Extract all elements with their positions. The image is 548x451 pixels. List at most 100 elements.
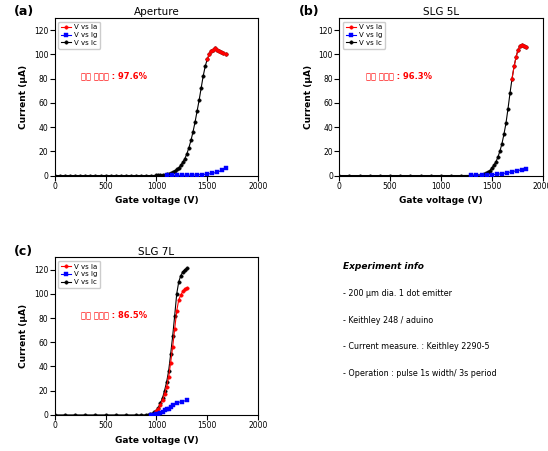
V vs Ia xyxy=(163,384,170,390)
V vs Ig xyxy=(151,412,158,417)
V vs Ig xyxy=(504,170,510,175)
Text: 평균 투과율 : 97.6%: 평균 투과율 : 97.6% xyxy=(81,71,147,80)
V vs Ic xyxy=(387,173,393,178)
Text: - Current measure. : Keithley 2290-5: - Current measure. : Keithley 2290-5 xyxy=(344,342,490,351)
V vs Ic xyxy=(157,400,164,405)
V vs Ic xyxy=(515,47,522,52)
Text: 평균 투과율 : 96.3%: 평균 투과율 : 96.3% xyxy=(366,71,432,80)
V vs Ic xyxy=(169,333,176,339)
V vs Ia xyxy=(155,406,162,411)
V vs Ia xyxy=(216,48,222,54)
V vs Ia xyxy=(161,391,168,397)
V vs Ia xyxy=(515,47,522,52)
V vs Ic xyxy=(448,173,454,178)
V vs Ia xyxy=(519,42,526,47)
V vs Ic xyxy=(102,173,109,178)
V vs Ig xyxy=(179,399,185,404)
V vs Ic xyxy=(52,173,58,178)
V vs Ig xyxy=(161,408,168,413)
V vs Ic xyxy=(159,395,166,400)
V vs Ic xyxy=(482,170,489,176)
V vs Ia xyxy=(523,44,529,50)
V vs Ic xyxy=(133,412,139,418)
Y-axis label: Current (μA): Current (μA) xyxy=(20,304,28,368)
V vs Ic xyxy=(151,410,158,415)
V vs Ia xyxy=(220,51,227,56)
Line: V vs Ig: V vs Ig xyxy=(470,167,528,177)
V vs Ic xyxy=(112,412,119,418)
V vs Ic xyxy=(458,173,465,178)
Legend: V vs Ia, V vs Ig, V vs Ic: V vs Ia, V vs Ig, V vs Ic xyxy=(343,22,385,49)
Title: SLG 7L: SLG 7L xyxy=(138,247,174,257)
Text: 평균 투과율 : 86.5%: 평균 투과율 : 86.5% xyxy=(81,310,147,319)
V vs Ig xyxy=(153,412,159,417)
V vs Ic xyxy=(511,64,517,69)
V vs Ic xyxy=(184,266,190,271)
V vs Ic xyxy=(178,273,184,278)
V vs Ic xyxy=(418,173,424,178)
V vs Ia xyxy=(206,52,213,57)
V vs Ig xyxy=(168,173,175,178)
V vs Ig xyxy=(199,172,206,177)
V vs Ic xyxy=(173,291,180,296)
V vs Ic xyxy=(505,106,511,111)
Line: V vs Ig: V vs Ig xyxy=(150,399,189,417)
V vs Ic xyxy=(427,173,434,178)
Legend: V vs Ia, V vs Ig, V vs Ic: V vs Ia, V vs Ig, V vs Ic xyxy=(58,22,100,49)
V vs Ic xyxy=(513,54,520,60)
V vs Ic xyxy=(478,172,485,177)
V vs Ig xyxy=(222,166,229,171)
V vs Ia xyxy=(509,76,515,81)
V vs Ia xyxy=(167,360,174,365)
Text: (b): (b) xyxy=(299,5,319,18)
V vs Ic xyxy=(180,269,186,275)
V vs Ic xyxy=(517,43,523,49)
V vs Ic xyxy=(149,411,156,416)
V vs Ic xyxy=(501,132,507,137)
V vs Ic xyxy=(92,412,99,418)
V vs Ia xyxy=(208,48,215,54)
V vs Ia xyxy=(157,402,164,407)
V vs Ic xyxy=(503,121,509,126)
V vs Ic xyxy=(397,173,403,178)
V vs Ia xyxy=(517,43,523,49)
V vs Ia xyxy=(184,285,190,290)
V vs Ic xyxy=(507,91,513,96)
V vs Ia xyxy=(153,409,159,414)
Y-axis label: Current (μA): Current (μA) xyxy=(20,65,28,129)
V vs Ig xyxy=(163,407,170,412)
V vs Ic xyxy=(521,43,528,49)
V vs Ic xyxy=(336,173,342,178)
Text: - 200 μm dia. 1 dot emitter: - 200 μm dia. 1 dot emitter xyxy=(344,289,452,298)
V vs Ig xyxy=(478,173,485,178)
V vs Ig xyxy=(159,409,166,414)
V vs Ic xyxy=(468,173,475,178)
V vs Ig xyxy=(165,406,172,412)
V vs Ia xyxy=(521,43,528,49)
V vs Ic xyxy=(153,173,159,178)
V vs Ia xyxy=(214,47,221,52)
Y-axis label: Current (μA): Current (μA) xyxy=(304,65,313,129)
Line: V vs Ic: V vs Ic xyxy=(53,46,227,177)
V vs Ig xyxy=(209,170,215,176)
V vs Ic xyxy=(123,412,129,418)
V vs Ia xyxy=(173,308,180,313)
V vs Ig xyxy=(523,166,529,171)
V vs Ig xyxy=(468,173,475,178)
V vs Ic xyxy=(153,408,159,414)
V vs Ig xyxy=(155,411,162,416)
V vs Ig xyxy=(494,172,500,177)
V vs Ic xyxy=(487,168,493,173)
V vs Ig xyxy=(514,168,521,173)
V vs Ia xyxy=(511,64,517,69)
Text: (c): (c) xyxy=(14,245,33,258)
Text: - Operation : pulse 1s width/ 3s period: - Operation : pulse 1s width/ 3s period xyxy=(344,369,497,378)
V vs Ig xyxy=(519,167,526,172)
V vs Ic xyxy=(473,172,480,178)
V vs Ic xyxy=(367,173,373,178)
V vs Ic xyxy=(494,155,501,160)
Line: V vs Ic: V vs Ic xyxy=(53,267,189,417)
V vs Ia xyxy=(210,47,216,52)
Legend: V vs Ia, V vs Ig, V vs Ic: V vs Ia, V vs Ig, V vs Ic xyxy=(58,261,100,288)
V vs Ic xyxy=(519,42,526,47)
